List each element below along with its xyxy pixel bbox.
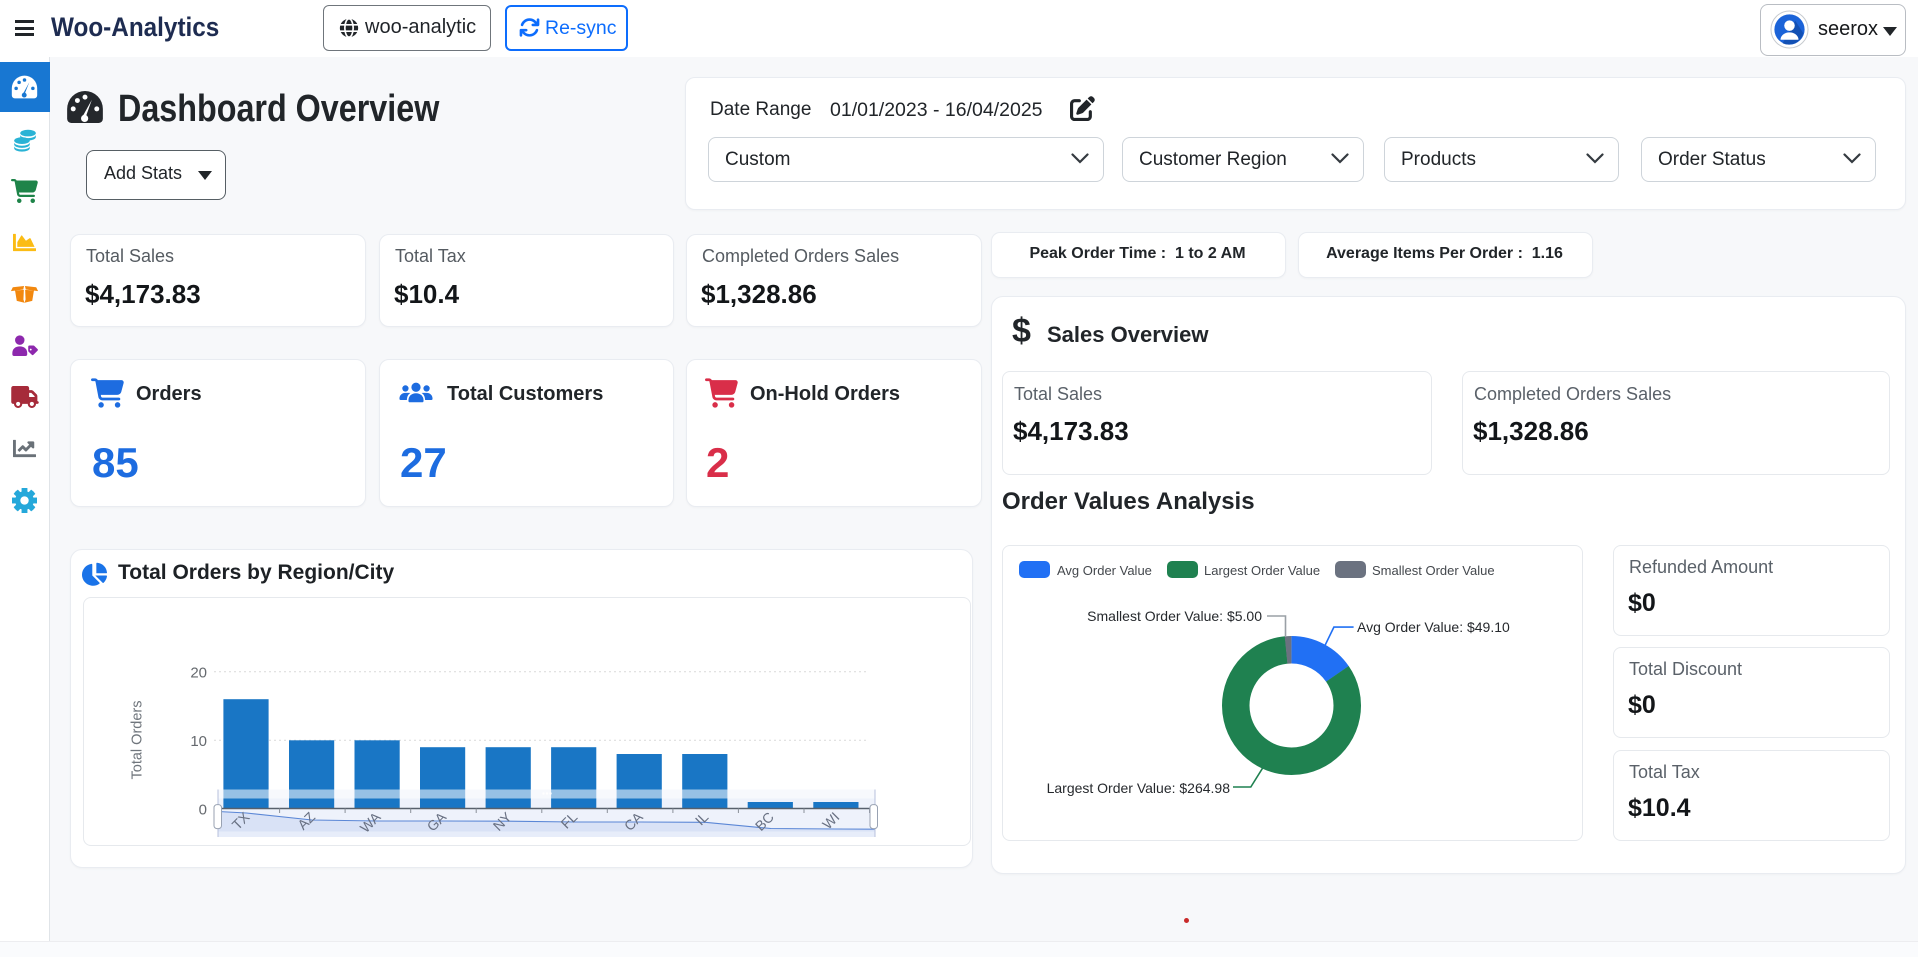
svg-text:Largest Order Value: $264.98: Largest Order Value: $264.98 — [1047, 780, 1231, 796]
svg-text:Total Orders: Total Orders — [130, 701, 146, 780]
svg-text:10: 10 — [190, 733, 207, 750]
svg-text:Smallest Order Value: Smallest Order Value — [1372, 563, 1495, 578]
svg-text:Avg Order Value: $49.10: Avg Order Value: $49.10 — [1357, 619, 1510, 635]
svg-text:Avg Order Value: Avg Order Value — [1057, 563, 1152, 578]
svg-text:Smallest Order Value: $5.00: Smallest Order Value: $5.00 — [1087, 608, 1262, 624]
svg-text:Largest Order Value: Largest Order Value — [1204, 563, 1320, 578]
svg-text:0: 0 — [199, 801, 207, 818]
svg-text:20: 20 — [190, 665, 207, 682]
